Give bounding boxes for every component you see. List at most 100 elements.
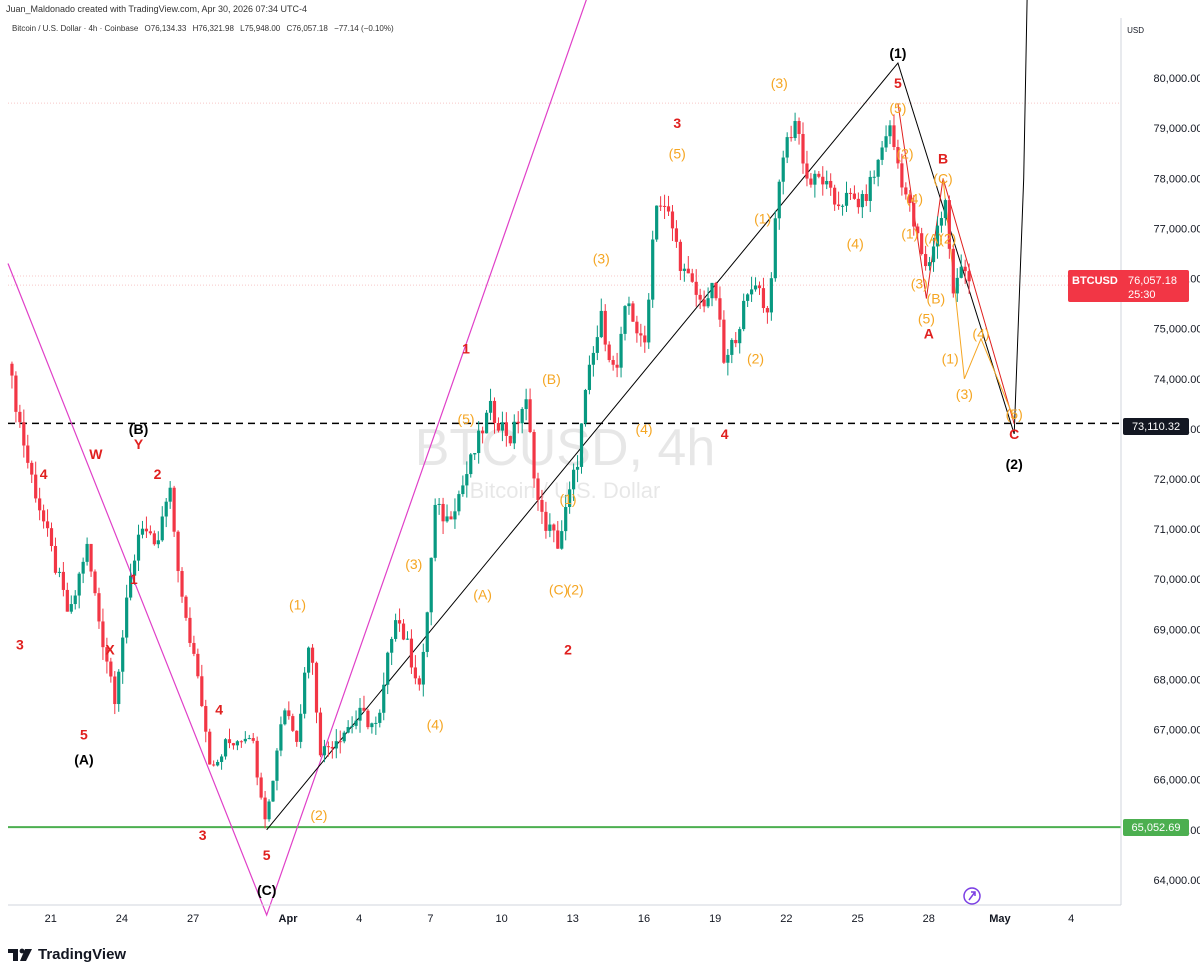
- candle-body: [156, 540, 160, 545]
- wave-label: 5: [80, 727, 88, 743]
- candle-body: [967, 271, 971, 282]
- candle-body: [196, 653, 200, 677]
- candle-body: [484, 412, 489, 434]
- ohlc-open: O76,134.33: [144, 24, 187, 33]
- candle-body: [97, 593, 101, 622]
- candle-body: [615, 364, 619, 368]
- candle-body: [49, 528, 54, 546]
- wave-label: (5): [1006, 406, 1023, 422]
- time-axis[interactable]: 21 24 27 Apr 4 7 10 13 16 19 22 25 28 May 4: [8, 904, 1121, 925]
- candle-body: [571, 469, 576, 490]
- candle-body: [105, 647, 109, 662]
- candle-body: [473, 453, 477, 455]
- candle-body: [306, 647, 311, 673]
- candle-body: [243, 738, 247, 742]
- candle-body: [144, 528, 149, 532]
- wave-label: 5: [263, 847, 271, 863]
- time-tick-label: 25: [851, 913, 863, 925]
- time-tick-label: Apr: [279, 913, 299, 925]
- candle-body: [757, 285, 762, 289]
- candle-body: [61, 571, 65, 590]
- candle-body: [508, 435, 512, 444]
- candle-body: [314, 662, 319, 713]
- candle-body: [959, 266, 963, 278]
- refresh-icon[interactable]: [963, 887, 981, 905]
- price-tick-label: 64,000.00: [1154, 875, 1200, 887]
- wave-label: W: [89, 446, 103, 462]
- candle-body: [781, 157, 785, 182]
- candle-body: [785, 137, 789, 158]
- candle-body: [457, 494, 461, 512]
- candle-body: [623, 306, 627, 334]
- wave-label: (A): [74, 752, 93, 768]
- candle-body: [397, 620, 402, 624]
- wave-label: (1): [754, 210, 771, 226]
- candle-body: [726, 354, 730, 363]
- candle-body: [904, 187, 908, 195]
- candle-body: [409, 638, 414, 668]
- price-tick-label: 70,000.00: [1154, 574, 1200, 586]
- candle-body: [488, 400, 493, 413]
- candle-body: [101, 621, 105, 648]
- candle-body: [263, 797, 267, 820]
- candle-body: [93, 571, 97, 594]
- wave-label: 5: [894, 75, 902, 91]
- price-tick-label: 78,000.00: [1154, 173, 1200, 185]
- price-axis[interactable]: 64,000.0065,000.0066,000.0067,000.0068,0…: [1120, 18, 1200, 905]
- candle-body: [129, 575, 133, 598]
- wave-label: (5): [457, 411, 474, 427]
- symbol-info[interactable]: Bitcoin / U.S. Dollar · 4h · Coinbase O7…: [12, 24, 398, 33]
- candle-body: [540, 499, 544, 512]
- candle-body: [552, 524, 556, 531]
- candle-body: [943, 200, 947, 219]
- wave-label: 2: [154, 466, 162, 482]
- candle-body: [813, 173, 817, 185]
- candle-body: [793, 121, 797, 139]
- wave-label: (5): [889, 100, 906, 116]
- candle-body: [892, 125, 896, 148]
- candle-body: [931, 246, 936, 263]
- wave-label: C: [1009, 426, 1019, 442]
- author-credit: Juan_Maldonado created with TradingView.…: [6, 4, 308, 14]
- wave-label: (A): [473, 586, 492, 602]
- wave-label: (2): [896, 145, 913, 161]
- candle-body: [208, 731, 212, 765]
- wave-label: (4): [972, 326, 989, 342]
- candle-body: [698, 294, 702, 300]
- candle-body: [160, 516, 164, 541]
- wave-label: 4: [721, 426, 729, 442]
- candle-body: [235, 741, 240, 746]
- wave-label: 3: [673, 115, 681, 131]
- ohlc-low: L75,948.00: [240, 24, 281, 33]
- time-tick-label: 13: [567, 913, 579, 925]
- candle-body: [797, 121, 801, 134]
- candle-body: [536, 478, 540, 500]
- wave-label: (2): [747, 351, 764, 367]
- candle-body: [643, 335, 647, 343]
- time-tick-label: 4: [356, 913, 362, 925]
- candle-body: [310, 647, 315, 663]
- tv-icon-part2: [20, 949, 32, 961]
- candle-body: [109, 661, 113, 677]
- watermark-ticker: BTCUSD, 4h: [415, 419, 716, 477]
- wave-label: 1: [462, 341, 470, 357]
- candle-body: [746, 294, 750, 301]
- candle-body: [299, 713, 303, 742]
- candle-body: [295, 730, 299, 742]
- tv-icon-part1: [8, 949, 18, 961]
- price-tick-label: 67,000.00: [1154, 725, 1200, 737]
- candle-body: [287, 710, 291, 717]
- wave-label: (B): [542, 371, 561, 387]
- candle-body: [342, 732, 346, 742]
- time-tick-label: May: [989, 913, 1011, 925]
- candle-body: [730, 339, 734, 355]
- candle-body: [595, 337, 599, 353]
- tradingview-logo[interactable]: TradingView: [8, 944, 126, 964]
- wave-label: (4): [906, 190, 923, 206]
- wave-label: 4: [215, 702, 223, 718]
- ohlc-high: H76,321.98: [192, 24, 234, 33]
- candle-body: [125, 597, 129, 638]
- candle-body: [611, 360, 615, 365]
- candle-body: [876, 159, 880, 177]
